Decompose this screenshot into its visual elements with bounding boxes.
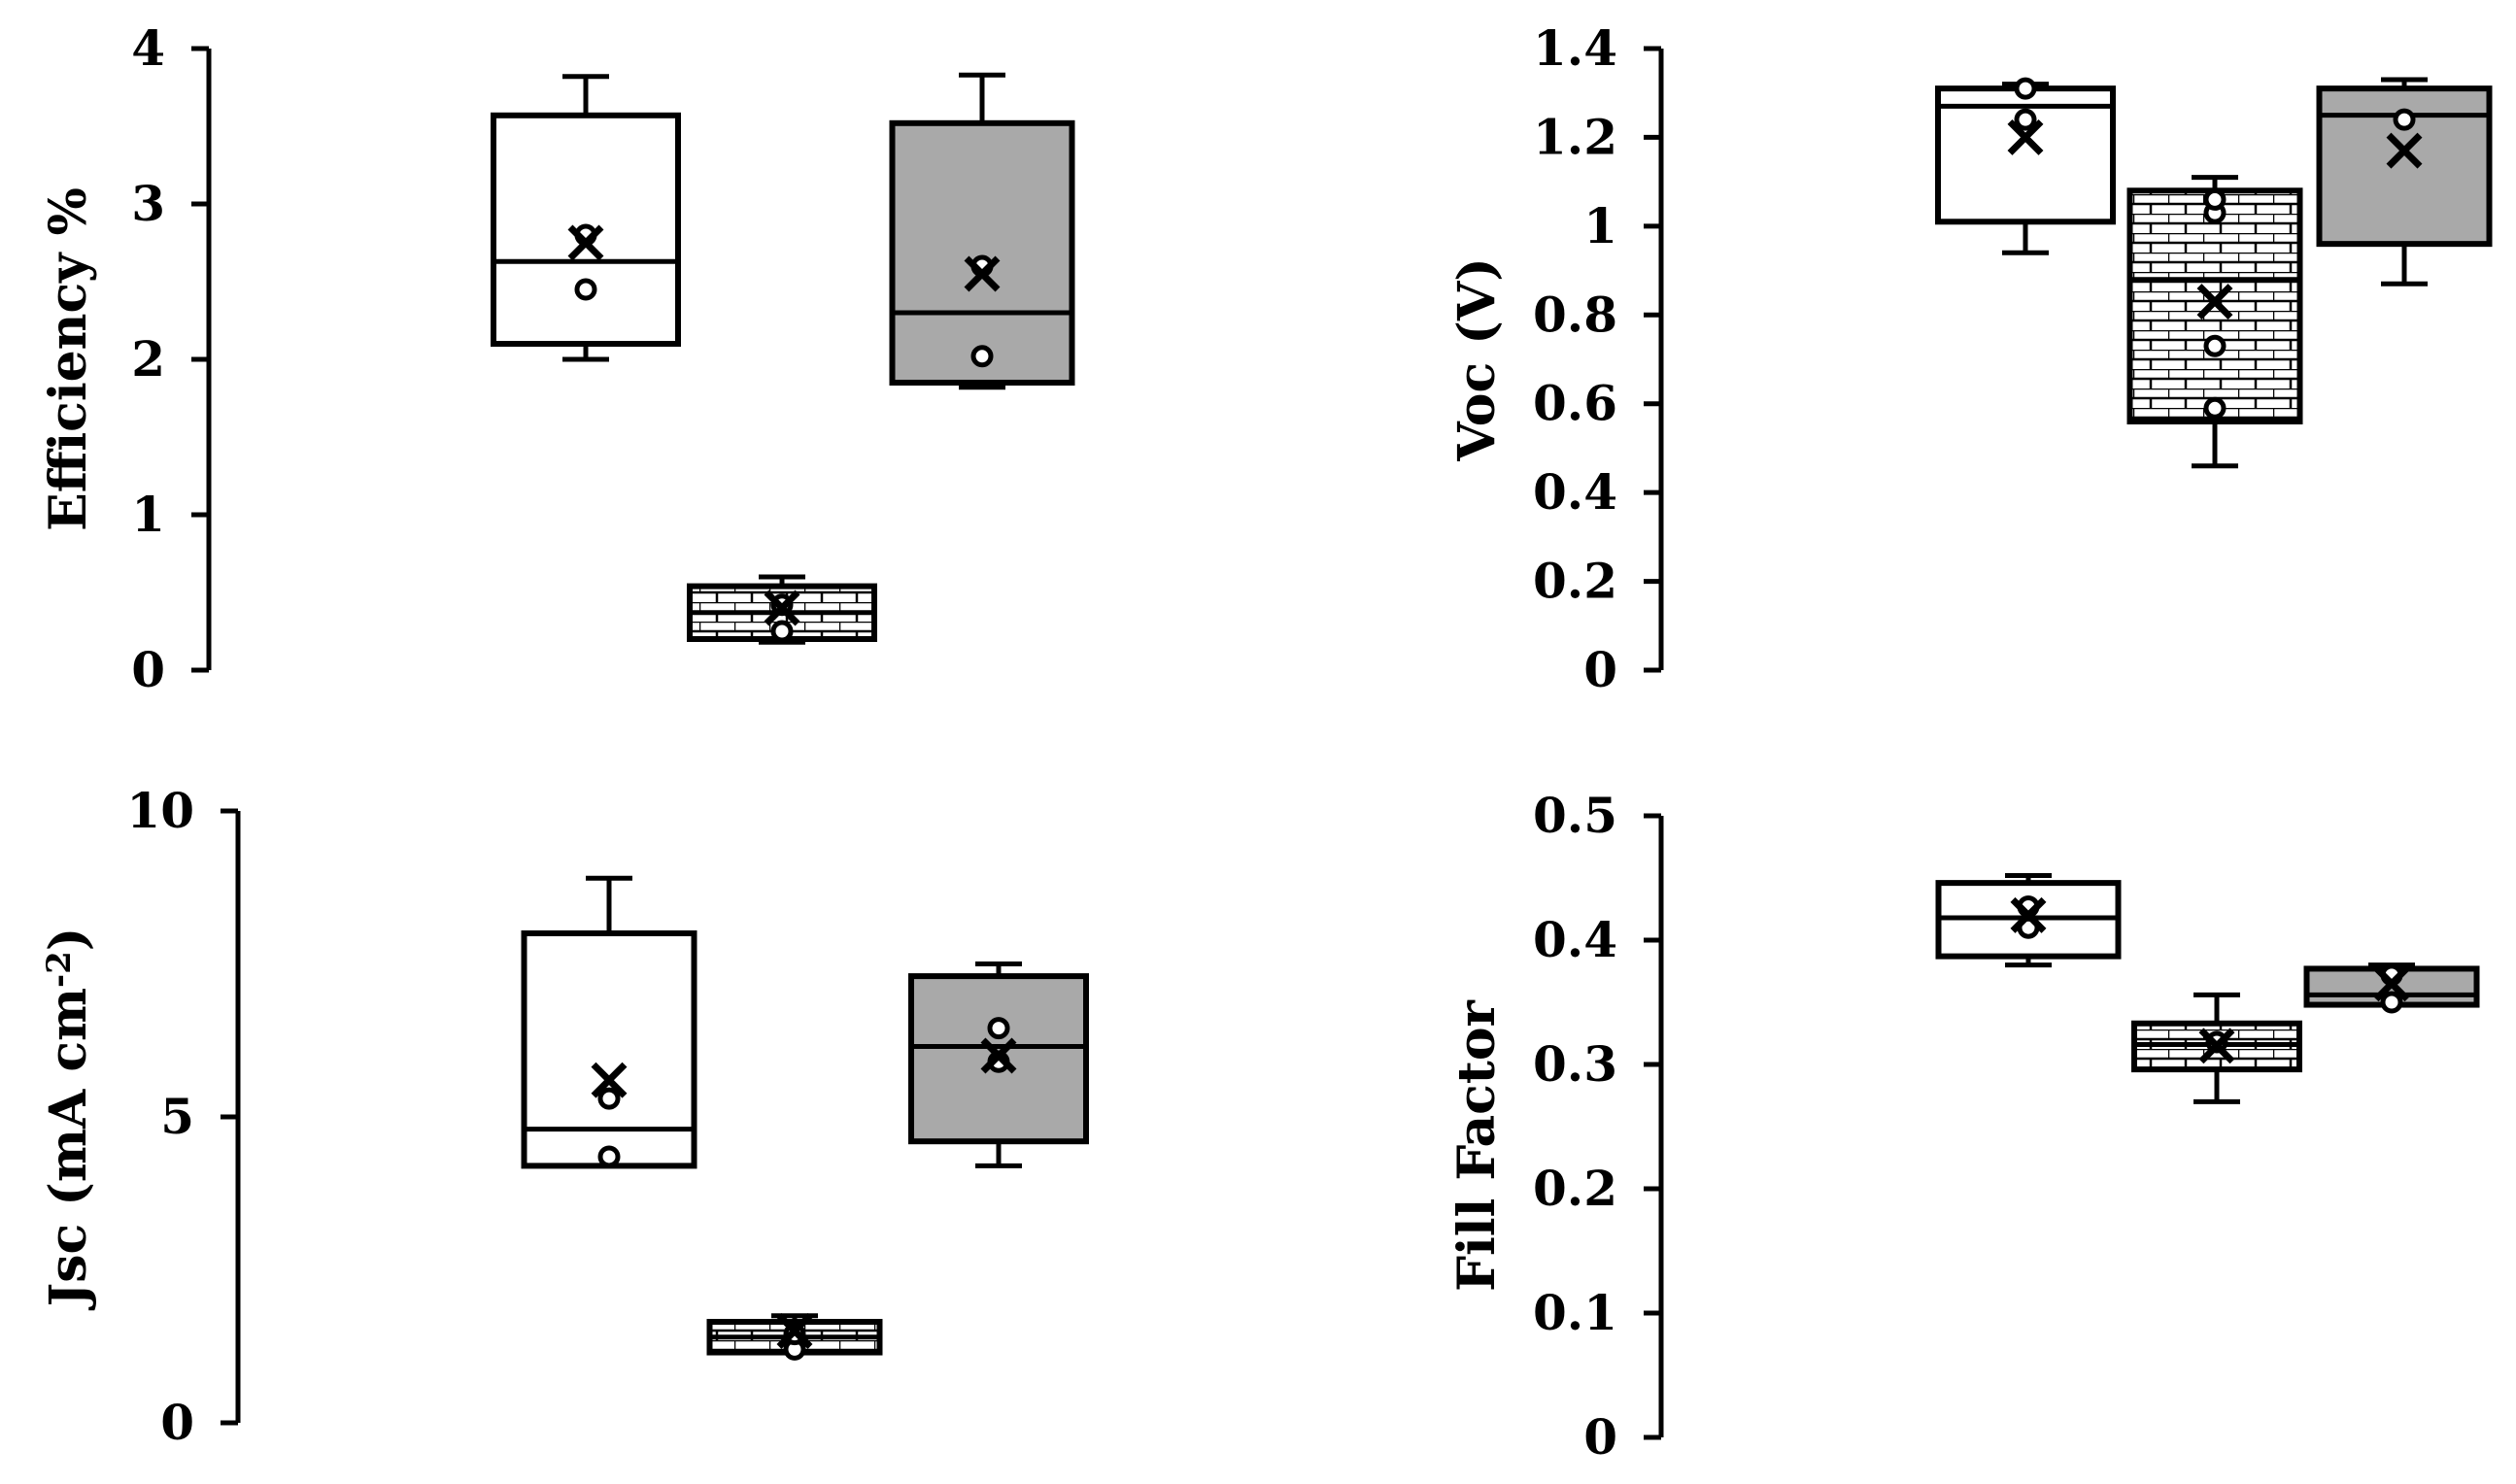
data-point bbox=[770, 620, 794, 643]
box-2 bbox=[2126, 175, 2303, 469]
y-tick-label: 10 bbox=[126, 782, 194, 839]
y-tick-label: 0.4 bbox=[1533, 463, 1617, 521]
mean-marker bbox=[2196, 284, 2233, 320]
y-tick-label: 0.6 bbox=[1533, 375, 1617, 432]
y-tick-label: 4 bbox=[131, 19, 165, 77]
data-point bbox=[2014, 108, 2037, 131]
data-point bbox=[574, 278, 597, 301]
mean-marker bbox=[764, 590, 800, 626]
mean-marker bbox=[980, 1037, 1017, 1074]
mean-marker bbox=[2386, 132, 2423, 169]
mean-marker bbox=[2373, 965, 2410, 1002]
y-tick-label: 0.8 bbox=[1533, 286, 1617, 343]
mean-marker bbox=[964, 255, 1001, 292]
data-point bbox=[2393, 108, 2416, 131]
box-2 bbox=[706, 1313, 883, 1361]
box-1 bbox=[1935, 77, 2116, 255]
y-tick-label: 0 bbox=[131, 641, 165, 698]
data-point bbox=[597, 1087, 621, 1110]
y-tick-label: 3 bbox=[131, 175, 165, 232]
mean-marker bbox=[2198, 1028, 2235, 1064]
mean-marker bbox=[2007, 118, 2044, 155]
y-axis-label: Voc (V) bbox=[1447, 257, 1507, 462]
y-tick-label: 1.4 bbox=[1533, 19, 1617, 77]
data-point bbox=[2203, 334, 2227, 357]
box-3 bbox=[889, 72, 1075, 390]
mean-marker bbox=[2010, 896, 2047, 933]
y-tick-label: 0.1 bbox=[1533, 1284, 1617, 1341]
mean-marker bbox=[591, 1062, 628, 1098]
box-3 bbox=[908, 961, 1089, 1168]
y-axis-label: Jsc (mA cm-2) bbox=[39, 928, 98, 1311]
box-2 bbox=[2131, 992, 2302, 1104]
mean-marker bbox=[567, 224, 604, 261]
box-body bbox=[2126, 187, 2303, 424]
data-point bbox=[2203, 396, 2227, 420]
y-tick-label: 5 bbox=[160, 1088, 194, 1145]
data-point bbox=[2014, 77, 2037, 100]
box-2 bbox=[687, 574, 877, 645]
y-tick-label: 2 bbox=[131, 330, 165, 388]
y-tick-label: 1 bbox=[131, 486, 165, 543]
box-1 bbox=[491, 74, 681, 362]
y-tick-label: 0 bbox=[1583, 641, 1617, 698]
data-point bbox=[987, 1017, 1010, 1040]
y-tick-label: 1.2 bbox=[1533, 108, 1617, 165]
box-1 bbox=[521, 875, 697, 1169]
data-point bbox=[970, 345, 994, 368]
y-tick-label: 1 bbox=[1583, 197, 1617, 254]
y-tick-label: 0.2 bbox=[1533, 553, 1617, 610]
voc-panel: Voc (V) 0 0.2 0.4 0.6 0.8 1 1.2 1.4 bbox=[1447, 19, 2493, 698]
fill-factor-panel: Fill Factor 0 0.1 0.2 0.3 0.4 0.5 bbox=[1447, 787, 2480, 1466]
efficiency-panel: Efficiency % 0 1 2 3 4 bbox=[39, 19, 1075, 698]
y-axis-label: Fill Factor bbox=[1447, 999, 1507, 1291]
y-tick-label: 0.5 bbox=[1533, 787, 1617, 844]
box-body bbox=[889, 119, 1075, 387]
y-tick-label: 0 bbox=[1583, 1408, 1617, 1466]
y-tick-label: 0.4 bbox=[1533, 911, 1617, 968]
y-tick-label: 0.3 bbox=[1533, 1035, 1617, 1093]
y-tick-label: 0 bbox=[160, 1394, 194, 1451]
box-1 bbox=[1935, 872, 2122, 968]
mean-marker bbox=[776, 1313, 813, 1349]
y-tick-label: 0.2 bbox=[1533, 1160, 1617, 1217]
box-3 bbox=[2316, 77, 2493, 287]
data-point bbox=[2380, 991, 2403, 1014]
data-point bbox=[597, 1145, 621, 1168]
box-3 bbox=[2303, 962, 2480, 1014]
y-axis-label: Efficiency % bbox=[39, 187, 98, 531]
jsc-panel: Jsc (mA cm-2) 0 5 10 bbox=[39, 782, 1089, 1451]
data-point bbox=[2203, 187, 2227, 211]
